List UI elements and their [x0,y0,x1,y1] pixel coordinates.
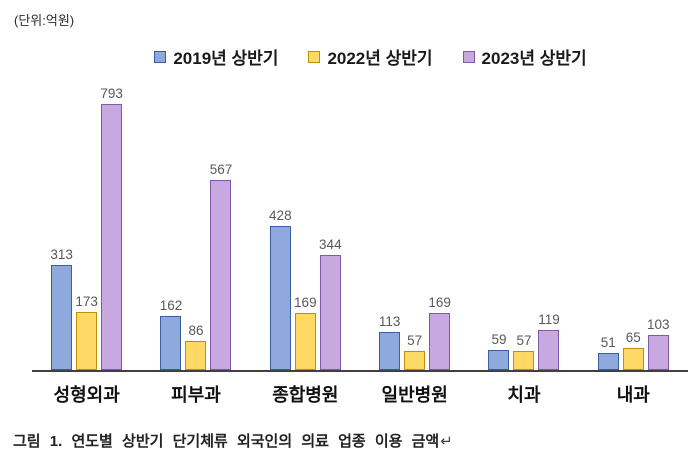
caption-text: 연도별 상반기 단기체류 외국인의 의료 업종 이용 금액 [71,433,440,450]
bar-group-jonghapbyeongwon: 428 169 344 [251,80,360,370]
category-label-naegwa: 내과 [616,385,650,405]
caption-prefix: 그림 1. [13,433,63,450]
bar-2023-naegwa: 103 [647,317,670,370]
bar-value-label: 567 [209,162,233,177]
bar-value-label: 57 [516,333,532,348]
bar-2023-seonghyeongoegwa: 793 [100,86,123,370]
paragraph-mark: ↵ [440,433,453,450]
chart-plot-area: 313 173 793 162 86 567 428 [32,80,688,372]
category-axis: 성형외과 피부과 종합병원 일반병원 치과 내과 [32,381,688,407]
legend-label-2022: 2022년 상반기 [327,49,433,68]
bar-group-naegwa: 51 65 103 [579,80,688,370]
bar-2022-seonghyeongoegwa: 173 [75,294,98,370]
bar-2023-chigwa: 119 [538,312,560,370]
bar-value-label: 51 [600,335,616,350]
legend-swatch-2019 [154,50,167,63]
unit-label: (단위:억원) [14,13,75,28]
category-label-ilbanbyeongwon: 일반병원 [381,385,448,405]
bar-group-ilbanbyeongwon: 113 57 169 [360,80,469,370]
bar-2022-chigwa: 57 [513,333,535,370]
bar-value-label: 65 [625,330,641,345]
legend-item-2019: 2019년 상반기 [154,44,278,69]
bar-value-label: 103 [647,317,670,332]
bar-group-chigwa: 59 57 119 [469,80,578,370]
bar-2019-seonghyeongoegwa: 313 [50,247,73,370]
bar-value-label: 59 [491,332,507,347]
category-label-chigwa: 치과 [507,385,541,405]
bar-value-label: 57 [407,333,423,348]
bar-2023-pibugwa: 567 [210,162,232,370]
bar-value-label: 119 [538,312,560,327]
bar-group-seonghyeongoegwa: 313 173 793 [32,80,141,370]
category-label-pibugwa: 피부과 [171,385,221,405]
bar-2022-ilbanbyeongwon: 57 [404,333,426,370]
bar-2019-ilbanbyeongwon: 113 [379,314,400,370]
bar-value-label: 428 [269,208,292,223]
chart-legend: 2019년 상반기 2022년 상반기 2023년 상반기 [0,44,699,69]
bar-value-label: 313 [50,247,73,262]
bar-value-label: 86 [188,323,204,338]
bar-value-label: 113 [378,314,401,329]
bar-2023-ilbanbyeongwon: 169 [428,295,451,370]
legend-item-2023: 2023년 상반기 [462,44,587,69]
legend-label-2019: 2019년 상반기 [173,49,279,68]
bar-value-label: 169 [428,295,451,310]
bar-value-label: 173 [75,294,98,309]
legend-swatch-2023 [462,50,475,63]
category-label-jonghapbyeongwon: 종합병원 [272,385,339,405]
bar-2019-pibugwa: 162 [160,298,182,370]
bar-2023-jonghapbyeongwon: 344 [319,237,342,370]
legend-label-2023: 2023년 상반기 [481,49,587,68]
bar-2019-chigwa: 59 [488,332,510,370]
bar-2019-jonghapbyeongwon: 428 [269,208,292,370]
bar-value-label: 793 [100,86,123,101]
bar-value-label: 169 [294,295,317,310]
bar-group-pibugwa: 162 86 567 [141,80,250,370]
bar-value-label: 344 [319,237,342,252]
figure-caption: 그림 1. 연도별 상반기 단기체류 외국인의 의료 업종 이용 금액↵ [13,430,453,451]
category-label-seonghyeongoegwa: 성형외과 [53,385,120,405]
bar-2022-jonghapbyeongwon: 169 [294,295,317,370]
legend-item-2022: 2022년 상반기 [308,44,433,69]
bar-2019-naegwa: 51 [597,335,619,370]
bar-2022-naegwa: 65 [622,330,644,370]
legend-swatch-2022 [308,50,321,63]
bar-2022-pibugwa: 86 [185,323,207,370]
bar-value-label: 162 [159,298,183,313]
